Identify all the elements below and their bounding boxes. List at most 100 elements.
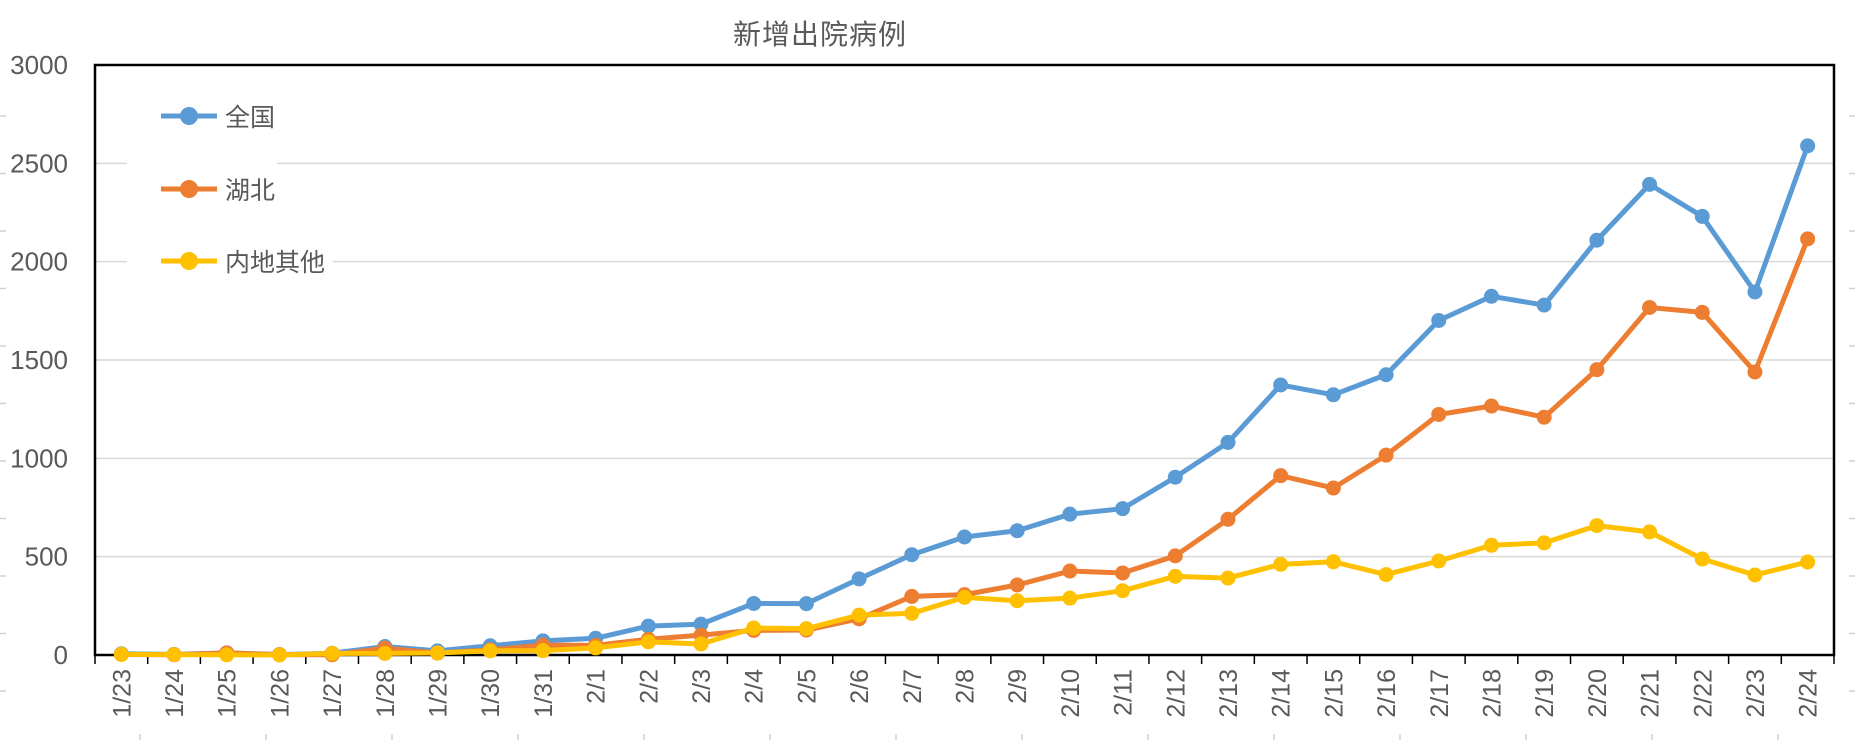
- x-tick-label: 1/23: [108, 669, 136, 718]
- data-point-marker: [746, 595, 762, 611]
- x-tick-label: 2/2: [635, 669, 663, 704]
- data-point-marker: [1431, 553, 1447, 569]
- data-point-marker: [271, 647, 287, 663]
- data-point-marker: [1115, 583, 1131, 599]
- data-point-marker: [1325, 387, 1341, 403]
- x-tick-label: 1/25: [214, 669, 242, 718]
- x-tick-label: 2/10: [1057, 669, 1085, 718]
- series-mainland-other: [113, 518, 1816, 663]
- legend-line-marker-mainland-other: [161, 252, 217, 270]
- data-point-marker: [430, 645, 446, 661]
- x-tick-label: 1/31: [530, 669, 558, 718]
- data-point-marker: [640, 618, 656, 634]
- x-tick-label: 2/15: [1320, 669, 1348, 718]
- data-point-marker: [1483, 288, 1499, 304]
- y-tick-label: 3000: [10, 50, 68, 80]
- data-point-marker: [1062, 506, 1078, 522]
- x-tick-label: 2/13: [1215, 669, 1243, 718]
- x-tick-label: 1/27: [319, 669, 347, 718]
- data-point-marker: [1167, 469, 1183, 485]
- chart-title: 新增出院病例: [732, 19, 907, 50]
- legend-label-mainland-other: 内地其他: [225, 249, 326, 277]
- x-tick-label: 2/9: [1004, 669, 1032, 704]
- data-point-marker: [1220, 434, 1236, 450]
- y-tick-label: 0: [54, 640, 68, 670]
- data-point-marker: [1009, 577, 1025, 593]
- data-point-marker: [1325, 554, 1341, 570]
- data-point-marker: [1273, 556, 1289, 572]
- data-point-marker: [1694, 208, 1710, 224]
- data-point-marker: [1378, 367, 1394, 383]
- data-point-marker: [798, 596, 814, 612]
- data-point-marker: [1009, 593, 1025, 609]
- data-point-marker: [219, 647, 235, 663]
- data-point-marker: [957, 529, 972, 545]
- x-tick-label: 2/11: [1110, 669, 1138, 716]
- data-point-marker: [693, 616, 709, 632]
- x-tick-label: 2/4: [741, 669, 769, 704]
- edge-tick-stubs: [0, 115, 1855, 740]
- data-point-marker: [904, 605, 920, 621]
- data-point-marker: [1062, 563, 1078, 579]
- x-tick-label: 2/14: [1268, 669, 1296, 718]
- data-point-marker: [746, 620, 762, 636]
- data-point-marker: [1220, 570, 1236, 586]
- data-point-marker: [1431, 406, 1447, 422]
- data-point-marker: [1431, 312, 1447, 328]
- data-point-marker: [113, 646, 129, 662]
- axes: [93, 63, 1836, 657]
- data-point-marker: [1642, 176, 1658, 192]
- data-point-marker: [1062, 590, 1078, 606]
- data-point-marker: [1325, 480, 1341, 496]
- data-point-marker: [851, 571, 867, 587]
- x-tick-label: 1/24: [161, 669, 189, 718]
- x-tick-label: 2/6: [846, 669, 874, 704]
- x-tick-label: 1/29: [425, 669, 453, 718]
- x-tick-label: 2/20: [1584, 669, 1612, 718]
- data-point-marker: [1483, 537, 1499, 553]
- y-tick-label: 500: [25, 542, 68, 572]
- data-point-marker: [1589, 232, 1605, 248]
- data-point-marker: [1273, 377, 1289, 393]
- data-point-marker: [1536, 409, 1552, 425]
- x-tick-label: 2/19: [1531, 669, 1559, 718]
- data-point-marker: [324, 645, 340, 661]
- chart-legend: 全国 湖北 内地其他: [127, 95, 334, 286]
- x-tick-label: 2/22: [1689, 669, 1717, 718]
- data-point-marker: [1642, 524, 1658, 540]
- data-point-marker: [640, 634, 656, 650]
- x-tick-label: 2/23: [1742, 669, 1770, 718]
- data-point-marker: [1747, 284, 1763, 300]
- data-point-marker: [851, 607, 867, 623]
- gridlines: [95, 162, 1834, 558]
- y-tick-label: 1500: [10, 345, 68, 375]
- data-point-marker: [1273, 468, 1289, 484]
- data-point-marker: [1115, 565, 1131, 581]
- legend-item-mainland-other: 内地其他: [160, 240, 334, 282]
- data-point-marker: [1167, 568, 1183, 584]
- data-point-marker: [166, 647, 182, 663]
- y-tick-label: 2500: [10, 148, 68, 178]
- x-tick-label: 2/8: [952, 669, 980, 704]
- legend-label-hubei: 湖北: [225, 177, 276, 205]
- data-point-marker: [588, 640, 604, 656]
- y-axis-labels: 3000 2500 2000 1500 1000 500 0: [10, 50, 68, 670]
- data-point-marker: [1800, 554, 1816, 570]
- x-tick-label: 2/3: [688, 669, 716, 704]
- x-tick-label: 2/17: [1426, 669, 1454, 718]
- data-point-marker: [957, 589, 972, 605]
- data-point-marker: [377, 645, 393, 661]
- x-tick-label: 2/24: [1795, 669, 1823, 718]
- data-point-marker: [1589, 518, 1605, 534]
- data-point-marker: [1694, 551, 1710, 567]
- x-tick-label: 2/5: [793, 669, 821, 704]
- data-point-marker: [1747, 364, 1763, 380]
- data-point-marker: [1115, 501, 1131, 517]
- data-point-marker: [1536, 535, 1552, 551]
- x-tick-label: 1/28: [372, 669, 400, 718]
- data-point-marker: [904, 547, 920, 563]
- data-point-marker: [1800, 231, 1816, 247]
- data-point-marker: [1800, 138, 1816, 154]
- x-tick-label: 2/12: [1162, 669, 1190, 718]
